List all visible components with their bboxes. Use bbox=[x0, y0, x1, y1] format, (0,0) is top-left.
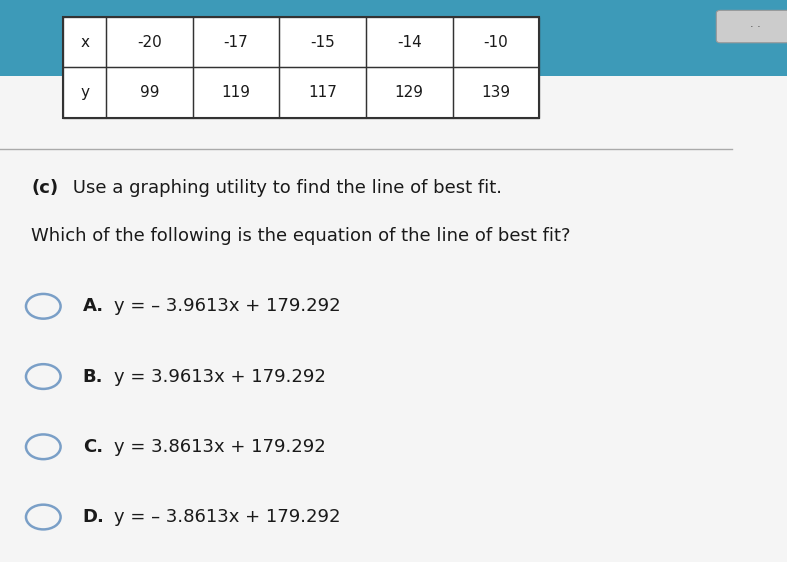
Text: B.: B. bbox=[83, 368, 103, 386]
Text: y = 3.8613x + 179.292: y = 3.8613x + 179.292 bbox=[114, 438, 326, 456]
Text: A.: A. bbox=[83, 297, 104, 315]
Text: y = – 3.8613x + 179.292: y = – 3.8613x + 179.292 bbox=[114, 508, 341, 526]
Text: y = – 3.9613x + 179.292: y = – 3.9613x + 179.292 bbox=[114, 297, 341, 315]
Text: · ·: · · bbox=[750, 21, 761, 31]
Text: -10: -10 bbox=[483, 35, 508, 49]
FancyBboxPatch shape bbox=[63, 17, 539, 118]
Text: -14: -14 bbox=[397, 35, 422, 49]
Text: 139: 139 bbox=[481, 85, 511, 100]
Text: C.: C. bbox=[83, 438, 103, 456]
Text: 119: 119 bbox=[222, 85, 250, 100]
FancyBboxPatch shape bbox=[0, 0, 787, 76]
FancyBboxPatch shape bbox=[0, 76, 787, 562]
Text: y = 3.9613x + 179.292: y = 3.9613x + 179.292 bbox=[114, 368, 326, 386]
Text: (c): (c) bbox=[31, 179, 58, 197]
Text: Use a graphing utility to find the line of best fit.: Use a graphing utility to find the line … bbox=[67, 179, 502, 197]
Text: 99: 99 bbox=[140, 85, 159, 100]
Text: Which of the following is the equation of the line of best fit?: Which of the following is the equation o… bbox=[31, 227, 571, 245]
Text: -17: -17 bbox=[224, 35, 249, 49]
Text: -20: -20 bbox=[137, 35, 162, 49]
Text: 129: 129 bbox=[395, 85, 423, 100]
Text: y: y bbox=[80, 85, 89, 100]
Text: D.: D. bbox=[83, 508, 105, 526]
Text: 117: 117 bbox=[309, 85, 337, 100]
Text: x: x bbox=[80, 35, 89, 49]
FancyBboxPatch shape bbox=[716, 10, 787, 43]
Text: -15: -15 bbox=[310, 35, 335, 49]
